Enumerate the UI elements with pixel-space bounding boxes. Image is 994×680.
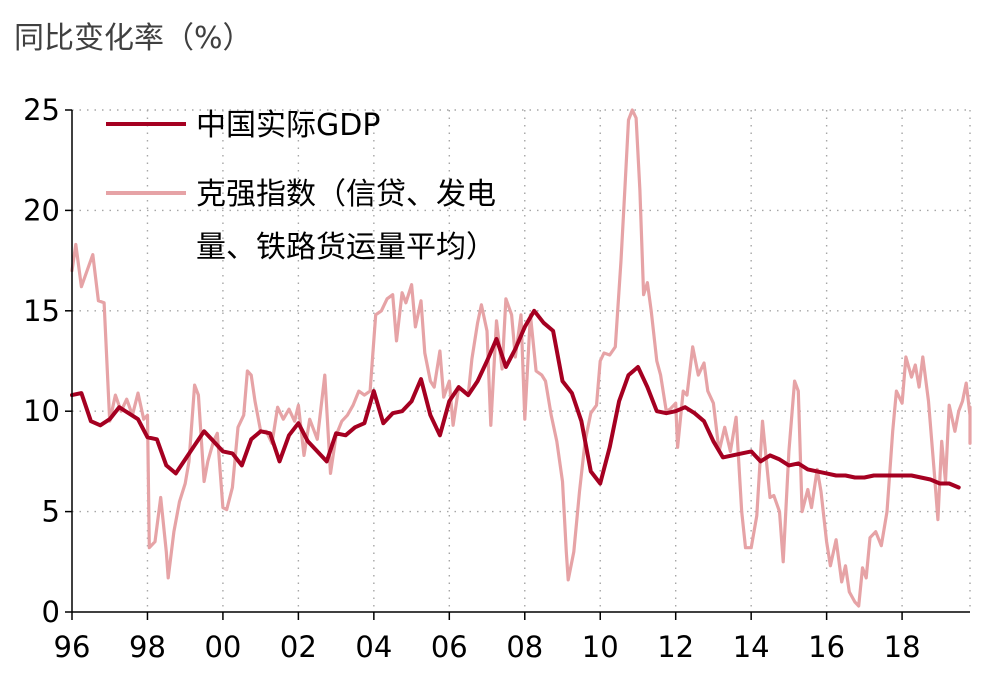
- x-tick-label-96: 96: [54, 630, 91, 664]
- legend-label-keqiang-line1: 克强指数（信贷、发电: [196, 177, 496, 212]
- unit-label: 同比变化率（%）: [14, 21, 253, 56]
- series-line-keqiang-index: [70, 108, 972, 608]
- y-tick-label-20: 20: [23, 193, 60, 227]
- x-tick-label-06: 06: [431, 630, 468, 664]
- y-tick-label-0: 0: [42, 595, 60, 629]
- x-tick-label-00: 00: [204, 630, 241, 664]
- legend: 中国实际GDP 克强指数（信贷、发电 量、铁路货运量平均）: [106, 108, 506, 265]
- x-tick-label-02: 02: [280, 630, 317, 664]
- series-layer: [70, 108, 972, 608]
- y-tick-label-15: 15: [23, 294, 60, 328]
- x-tick-label-08: 08: [506, 630, 543, 664]
- series-line-gdp: [70, 308, 961, 490]
- y-tick-label-25: 25: [23, 93, 60, 127]
- legend-label-gdp: 中国实际GDP: [196, 108, 380, 143]
- x-tick-label-14: 14: [733, 630, 770, 664]
- x-tick-label-10: 10: [582, 630, 619, 664]
- y-tick-label-10: 10: [23, 394, 60, 428]
- x-tick-label-16: 16: [808, 630, 845, 664]
- y-tick-label-5: 5: [42, 495, 60, 529]
- x-tick-label-98: 98: [129, 630, 166, 664]
- legend-label-keqiang-line2: 量、铁路货运量平均）: [196, 230, 496, 265]
- x-tick-label-12: 12: [657, 630, 694, 664]
- tick-layer: 0 5 10 15 20 25 96 98 00 02 04 06 08 10 12 14 16 18: [23, 93, 920, 664]
- x-tick-label-18: 18: [884, 630, 921, 664]
- grid-layer: [72, 109, 971, 612]
- legend-label-keqiang: 克强指数（信贷、发电 量、铁路货运量平均）: [196, 177, 506, 265]
- x-tick-label-04: 04: [355, 630, 392, 664]
